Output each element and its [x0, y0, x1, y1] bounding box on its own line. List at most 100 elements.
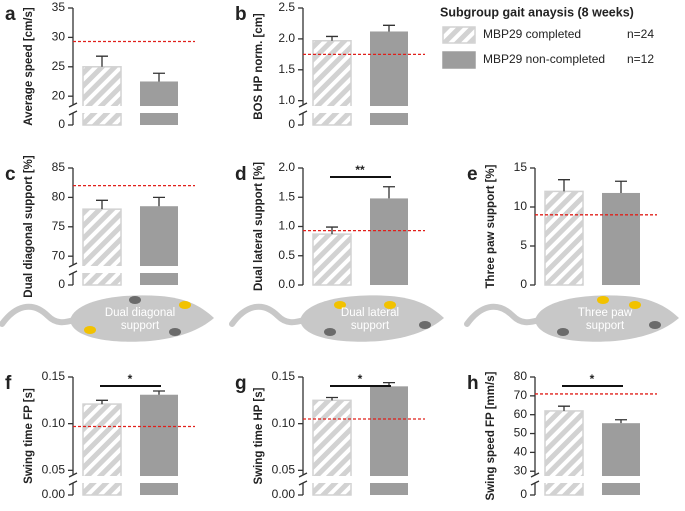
y-axis-label: BOS HP norm. [cm]: [253, 13, 265, 120]
y-tick-label: 1.5: [278, 189, 295, 203]
mouse-paw: [324, 328, 336, 336]
y-tick-label: 0.10: [272, 416, 296, 430]
panel: d Dual lateral support [%] 0.0 0.5 1.0 1.5 2.0…: [235, 160, 425, 291]
y-tick-label: 35: [52, 0, 66, 14]
y-tick-label: 80: [52, 190, 66, 204]
y-tick-label: 1.5: [278, 62, 295, 76]
y-tick-label: 0: [58, 117, 65, 131]
y-tick-label: 25: [52, 59, 66, 73]
mouse-paw: [557, 328, 569, 336]
y-axis: [68, 168, 78, 285]
y-tick-label: 70: [52, 248, 66, 262]
y-axis-label: Three paw support [%]: [485, 164, 497, 288]
bar: [544, 190, 584, 286]
y-tick-label: 0: [58, 277, 65, 291]
significance-label: *: [590, 372, 595, 386]
mouse-paw: [169, 328, 181, 336]
panel: c Dual diagonal support [%] 0 70 75 80 85: [5, 155, 199, 298]
error-bar: [153, 196, 165, 207]
y-tick-label: 1.0: [278, 219, 295, 233]
y-tick-label: 2.0: [278, 31, 295, 45]
error-bar: [558, 179, 570, 192]
y-tick-label: 0.15: [42, 369, 66, 383]
y-axis-label: Average speed [cm/s]: [23, 7, 35, 126]
y-axis-label: Swing speed FP [mm/s]: [485, 371, 497, 500]
bar: [82, 208, 122, 286]
y-tick-label: 1.0: [278, 93, 295, 107]
axis-break-gap: [304, 476, 429, 483]
panel: h Swing speed FP [mm/s] 0 30 40 50 60 70 80 *: [467, 369, 661, 501]
bar: [602, 192, 640, 285]
y-tick-label: 0.5: [278, 248, 295, 262]
y-tick-label: 75: [52, 219, 66, 233]
illustration-label: Dual lateral: [341, 307, 399, 319]
y-tick-label: 10: [514, 199, 528, 213]
bar: [370, 198, 408, 285]
panel-letter: f: [5, 373, 12, 394]
bar: [140, 206, 178, 285]
y-axis-label: Dual lateral support [%]: [253, 162, 265, 291]
axis-break-gap: [74, 266, 199, 273]
illustration-label: support: [121, 320, 160, 332]
y-tick-label: 70: [514, 388, 528, 402]
mouse-paw: [384, 301, 396, 309]
panel-letter: e: [467, 164, 478, 185]
panel-letter: d: [235, 164, 247, 185]
legend-n: n=24: [627, 27, 654, 41]
y-axis: [530, 377, 540, 495]
illustration-label: Three paw: [578, 307, 633, 319]
error-bar: [326, 226, 338, 235]
panel: g Swing time HP [s] 0.00 0.05 0.10 0.15 *: [235, 369, 429, 501]
panel: b BOS HP norm. [cm] 0 1.0 1.5 2.0 2.5: [235, 0, 429, 131]
error-bar: [558, 405, 570, 411]
y-tick-label: 60: [514, 407, 528, 421]
axis-break-gap: [536, 476, 661, 483]
y-tick-label: 15: [514, 160, 528, 174]
axis-break-gap: [74, 476, 199, 483]
legend: Subgroup gait anaysis (8 weeks) MBP29 co…: [440, 5, 654, 69]
significance-label: *: [128, 372, 133, 386]
panel-letter: h: [467, 373, 479, 394]
error-bar: [96, 399, 108, 405]
illustration-label: support: [586, 320, 625, 332]
y-axis-label: Dual diagonal support [%]: [23, 155, 35, 298]
y-axis-label: Swing time HP [s]: [253, 387, 265, 484]
panel-letter: c: [5, 164, 16, 185]
error-bar: [383, 186, 395, 199]
y-tick-label: 2.0: [278, 160, 295, 174]
bar: [140, 81, 178, 125]
legend-title: Subgroup gait anaysis (8 weeks): [440, 5, 634, 19]
mouse-paw: [629, 301, 641, 309]
y-tick-label: 0: [520, 487, 527, 501]
axis-break-gap: [74, 106, 199, 113]
panel: f Swing time FP [s] 0.00 0.05 0.10 0.15 *: [5, 369, 199, 501]
mouse-tail: [229, 303, 307, 327]
y-tick-label: 50: [514, 426, 528, 440]
legend-swatch: [442, 51, 476, 69]
y-tick-label: 0.15: [272, 369, 296, 383]
legend-label: MBP29 completed: [483, 27, 581, 41]
mouse-paw: [419, 321, 431, 329]
y-axis: [298, 8, 308, 125]
mouse-paw: [179, 301, 191, 309]
mouse-tail: [0, 303, 77, 327]
y-axis: [298, 377, 308, 495]
error-bar: [326, 396, 338, 401]
mouse-paw: [649, 321, 661, 329]
y-axis: [68, 8, 78, 125]
panel: e Three paw support [%] 0 5 10 15: [467, 160, 657, 291]
panel-letter: a: [5, 4, 16, 25]
y-tick-label: 0.05: [272, 463, 296, 477]
y-tick-label: 80: [514, 369, 528, 383]
y-tick-label: 30: [514, 463, 528, 477]
y-tick-label: 0.00: [42, 487, 66, 501]
mouse-body: [535, 295, 679, 342]
error-bar: [615, 419, 627, 424]
bar: [602, 423, 640, 495]
error-bar: [383, 24, 395, 32]
legend-label: MBP29 non-completed: [483, 52, 605, 66]
error-bar: [326, 35, 338, 41]
